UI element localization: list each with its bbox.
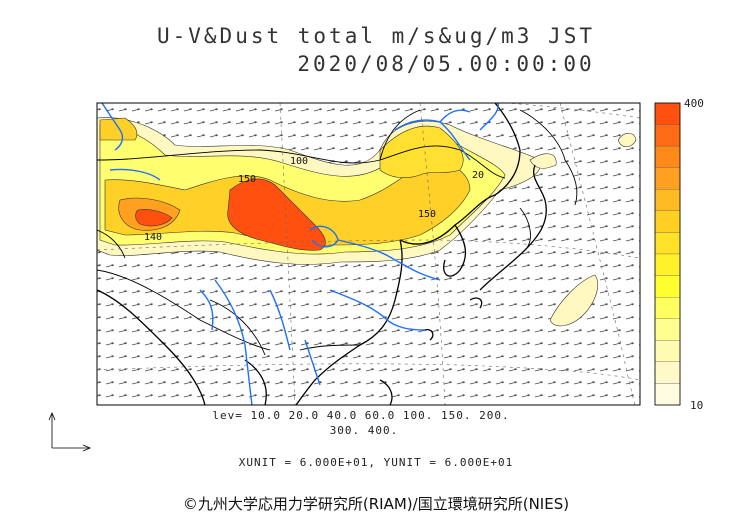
colorbar-segment xyxy=(654,124,681,147)
map-area: 100 150 150 140 20 xyxy=(97,103,640,405)
reference-vector-axes xyxy=(48,411,92,452)
colorbar-segment xyxy=(654,383,681,406)
contour-label: 20 xyxy=(472,170,484,181)
colorbar-segment xyxy=(654,318,681,341)
colorbar-segment xyxy=(654,167,681,190)
colorbar-segment xyxy=(654,145,681,168)
rivers xyxy=(101,103,499,405)
colorbar-segment xyxy=(654,340,681,363)
contour-label: 140 xyxy=(144,232,162,243)
contour-levels-line2: 300. 400. xyxy=(329,424,399,437)
colorbar-segment xyxy=(654,189,681,212)
map-title: U-V&Dust total m/s&ug/m3 JST xyxy=(156,24,595,48)
vector-units: XUNIT = 6.000E+01, YUNIT = 6.000E+01 xyxy=(238,456,514,469)
contour-label: 150 xyxy=(238,174,256,185)
colorbar-segment xyxy=(654,296,681,319)
colorbar-min-label: 10 xyxy=(690,399,704,412)
dust-plume xyxy=(97,117,637,327)
colorbar-segment xyxy=(654,102,681,125)
colorbar-max-label: 400 xyxy=(684,97,704,110)
graticule xyxy=(97,103,640,405)
contour-label: 150 xyxy=(418,209,436,220)
colorbar-segment xyxy=(654,275,681,298)
contour-levels-line1: lev= 10.0 20.0 40.0 60.0 100. 150. 200. xyxy=(212,409,510,422)
colorbar-frame xyxy=(654,102,681,406)
map-frame xyxy=(96,102,641,406)
copyright-credit: ©九州大学応用力学研究所(RIAM)/国立環境研究所(NIES) xyxy=(182,495,570,513)
colorbar-segment xyxy=(654,232,681,255)
colorbar xyxy=(654,102,681,406)
contour-label: 100 xyxy=(290,156,308,167)
map-timestamp: 2020/08/05.00:00:00 xyxy=(297,52,595,76)
colorbar-segment xyxy=(654,210,681,233)
colorbar-segment xyxy=(654,361,681,384)
colorbar-segment xyxy=(654,253,681,276)
